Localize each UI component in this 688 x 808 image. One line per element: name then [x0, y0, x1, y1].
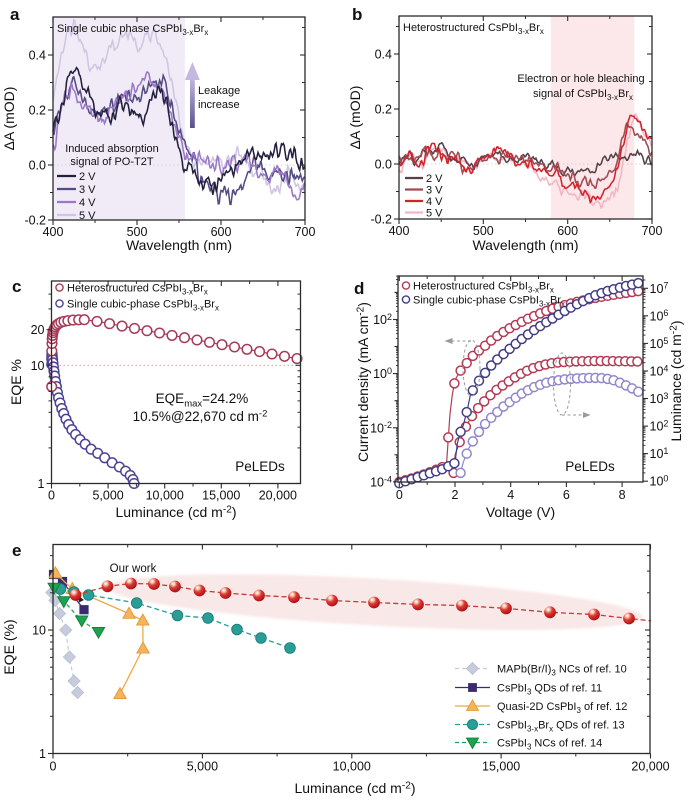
svg-text:500: 500	[473, 224, 494, 238]
svg-text:b: b	[352, 5, 362, 24]
svg-text:c: c	[12, 277, 21, 296]
svg-text:Induced absorption: Induced absorption	[65, 143, 159, 155]
svg-text:e: e	[12, 541, 21, 560]
svg-text:Wavelength (nm): Wavelength (nm)	[126, 237, 232, 253]
svg-text:Single cubic-phase CsPbI3-xBrx: Single cubic-phase CsPbI3-xBrx	[67, 299, 219, 313]
svg-text:4 V: 4 V	[426, 196, 443, 208]
svg-text:4: 4	[507, 488, 514, 502]
svg-text:0: 0	[50, 760, 57, 774]
svg-text:20,000: 20,000	[259, 489, 297, 503]
svg-text:5,000: 5,000	[187, 760, 218, 774]
svg-text:-0.2: -0.2	[24, 214, 46, 228]
svg-text:Luminance (cd m-2): Luminance (cd m-2)	[294, 780, 415, 796]
svg-text:10,000: 10,000	[333, 760, 371, 774]
svg-text:5 V: 5 V	[426, 208, 443, 220]
svg-text:10: 10	[31, 359, 45, 373]
svg-text:CsPbI3 QDs of ref. 11: CsPbI3 QDs of ref. 11	[497, 683, 602, 697]
svg-text:400: 400	[43, 225, 64, 239]
svg-text:0.4: 0.4	[375, 48, 392, 62]
svg-text:0.0: 0.0	[29, 159, 46, 173]
svg-text:Heterostructured CsPbI3-xBrx: Heterostructured CsPbI3-xBrx	[67, 283, 208, 297]
svg-text:10.5%@22,670 cd m-2: 10.5%@22,670 cd m-2	[133, 409, 268, 425]
svg-text:Leakage: Leakage	[198, 85, 240, 97]
svg-text:CsPbI3 NCs of ref. 14: CsPbI3 NCs of ref. 14	[497, 738, 602, 752]
svg-text:15,000: 15,000	[202, 489, 240, 503]
svg-text:1: 1	[39, 747, 46, 761]
svg-text:500: 500	[127, 225, 148, 239]
svg-text:0.2: 0.2	[29, 104, 46, 118]
svg-text:PeLEDs: PeLEDs	[235, 459, 285, 474]
svg-text:400: 400	[389, 224, 410, 238]
svg-text:20,000: 20,000	[631, 760, 669, 774]
svg-text:15,000: 15,000	[482, 760, 520, 774]
svg-text:5 V: 5 V	[79, 210, 96, 222]
svg-text:6: 6	[563, 488, 570, 502]
svg-text:Voltage (V): Voltage (V)	[486, 504, 555, 520]
svg-text:4 V: 4 V	[79, 197, 96, 209]
svg-text:PeLEDs: PeLEDs	[565, 459, 615, 474]
svg-text:ΔA (mOD): ΔA (mOD)	[1, 87, 17, 151]
svg-text:EQEmax=24.2%: EQEmax=24.2%	[156, 391, 249, 409]
svg-text:2: 2	[452, 488, 459, 502]
svg-text:EQE %: EQE %	[8, 359, 24, 405]
svg-text:700: 700	[295, 225, 316, 239]
svg-text:Current density (mA cm-2): Current density (mA cm-2)	[355, 302, 371, 462]
svg-text:20: 20	[31, 323, 45, 337]
svg-text:2 V: 2 V	[79, 171, 96, 183]
svg-text:signal of PO-T2T: signal of PO-T2T	[70, 156, 153, 168]
svg-text:10,000: 10,000	[146, 489, 184, 503]
svg-text:0: 0	[48, 489, 55, 503]
svg-text:600: 600	[557, 224, 578, 238]
svg-text:600: 600	[211, 225, 232, 239]
svg-text:EQE (%): EQE (%)	[1, 619, 17, 674]
svg-text:3 V: 3 V	[426, 185, 443, 197]
svg-text:ΔA (mOD): ΔA (mOD)	[347, 86, 363, 150]
svg-text:Quasi-2D CsPbI3 of ref. 12: Quasi-2D CsPbI3 of ref. 12	[497, 701, 627, 715]
svg-text:Heterostructured CsPbI3-xBrx: Heterostructured CsPbI3-xBrx	[413, 281, 554, 295]
svg-text:MAPb(Br/I)3 NCs of ref. 10: MAPb(Br/I)3 NCs of ref. 10	[497, 664, 627, 678]
svg-text:increase: increase	[198, 99, 240, 111]
svg-text:10: 10	[32, 624, 46, 638]
svg-text:-0.2: -0.2	[370, 213, 392, 227]
svg-text:700: 700	[642, 224, 663, 238]
svg-text:Single cubic-phase CsPbI3-xBrx: Single cubic-phase CsPbI3-xBrx	[413, 295, 565, 309]
svg-text:signal of CsPbI3-xBrx: signal of CsPbI3-xBrx	[533, 88, 633, 102]
svg-text:CsPbI3-xBrx QDs of ref. 13: CsPbI3-xBrx QDs of ref. 13	[497, 720, 625, 734]
svg-text:Single cubic phase CsPbI3-xBrx: Single cubic phase CsPbI3-xBrx	[57, 23, 208, 37]
svg-text:d: d	[354, 279, 364, 298]
svg-text:0.2: 0.2	[375, 103, 392, 117]
svg-text:Electron or hole bleaching: Electron or hole bleaching	[517, 73, 644, 85]
svg-text:3 V: 3 V	[79, 184, 96, 196]
svg-text:1: 1	[38, 477, 45, 491]
svg-text:Our work: Our work	[110, 563, 157, 575]
svg-text:5,000: 5,000	[92, 489, 123, 503]
svg-text:0.0: 0.0	[375, 158, 392, 172]
svg-text:Luminance (cd m-2): Luminance (cd m-2)	[115, 504, 236, 520]
svg-text:Heterostructured CsPbI3-xBrx: Heterostructured CsPbI3-xBrx	[403, 22, 544, 36]
svg-text:Wavelength (nm): Wavelength (nm)	[472, 237, 578, 253]
svg-text:a: a	[10, 5, 20, 24]
svg-text:Luminance (cd m-2): Luminance (cd m-2)	[668, 320, 684, 441]
svg-text:0: 0	[396, 488, 403, 502]
svg-text:0.4: 0.4	[29, 49, 46, 63]
svg-text:2 V: 2 V	[426, 173, 443, 185]
svg-text:8: 8	[619, 488, 626, 502]
